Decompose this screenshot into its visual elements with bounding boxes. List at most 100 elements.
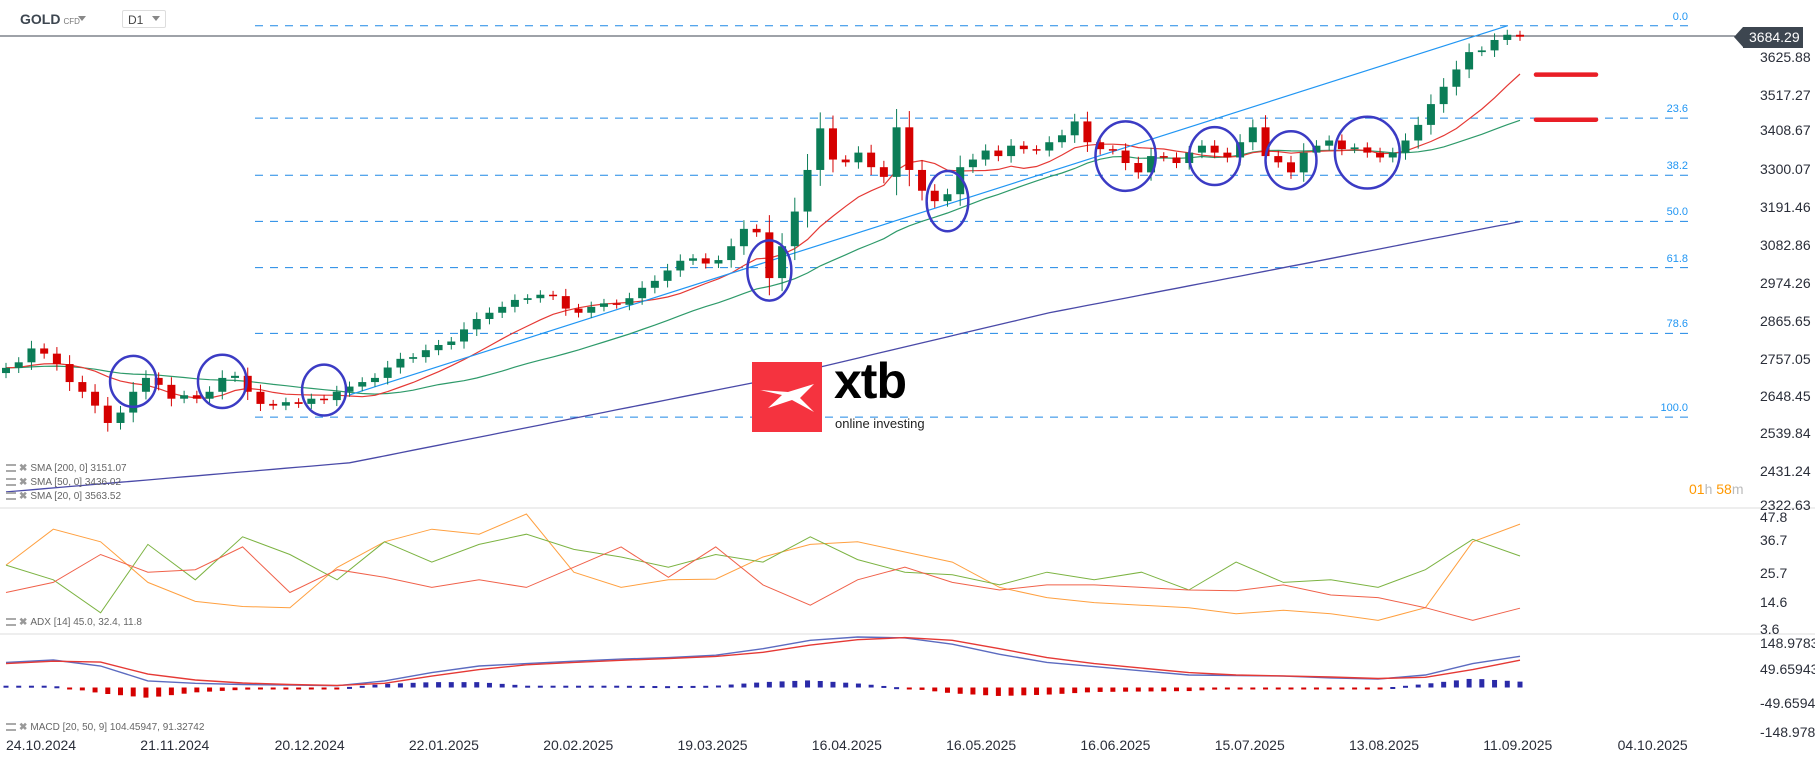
candle-body	[358, 382, 367, 387]
highlight-circle	[1094, 120, 1157, 193]
settings-icon[interactable]	[6, 492, 16, 500]
candle-body	[587, 306, 596, 313]
macd-histogram-bar	[1224, 687, 1230, 690]
candle-body	[1299, 152, 1308, 173]
candle-body	[892, 127, 901, 177]
macd-histogram-bar	[359, 685, 365, 688]
macd-histogram-bar	[1097, 687, 1103, 692]
candle-body	[1070, 121, 1079, 136]
macd-axis-label: 148.9783	[1760, 635, 1815, 651]
close-icon[interactable]: ✖	[19, 491, 28, 502]
macd-histogram-bar	[474, 682, 480, 688]
macd-histogram-bar	[944, 687, 950, 693]
macd-axis-label: -148.978	[1760, 724, 1815, 740]
price-axis-label: 3517.27	[1760, 87, 1811, 103]
legend-text: SMA [200, 0] 3151.07	[30, 463, 127, 474]
date-axis-label: 04.10.2025	[1617, 737, 1688, 753]
settings-icon[interactable]	[6, 464, 16, 472]
candle-body	[574, 308, 583, 313]
candle-body	[1376, 152, 1385, 158]
date-axis-label: 20.12.2024	[274, 737, 345, 753]
macd-histogram-bar	[805, 680, 811, 688]
candle-body	[320, 398, 329, 401]
candle-body	[994, 150, 1003, 157]
macd-histogram-bar	[245, 687, 251, 690]
macd-histogram-bar	[448, 682, 454, 688]
settings-icon[interactable]	[6, 478, 16, 486]
macd-histogram-bar	[156, 687, 162, 697]
macd-histogram-bar	[181, 687, 187, 694]
legend-sma200[interactable]: ✖ SMA [200, 0] 3151.07	[6, 463, 127, 474]
candle-body	[816, 128, 825, 170]
candle-body	[739, 228, 748, 247]
timer-hours-unit: h	[1704, 481, 1713, 497]
macd-histogram-bar	[385, 683, 391, 688]
candle-body	[510, 299, 519, 307]
fib-level-label: 38.2	[1666, 160, 1688, 173]
close-icon[interactable]: ✖	[19, 722, 28, 733]
macd-histogram-bar	[1352, 687, 1358, 690]
settings-icon[interactable]	[6, 723, 16, 731]
highlight-circle	[1187, 125, 1242, 187]
sma50-line	[5, 119, 1521, 395]
fib-level-label: 0.0	[1672, 10, 1688, 23]
macd-histogram-bar	[1339, 687, 1345, 690]
close-icon[interactable]: ✖	[19, 463, 28, 474]
candle-body	[65, 364, 74, 383]
macd-histogram-bar	[16, 685, 22, 688]
candle-body	[498, 306, 507, 313]
macd-histogram-bar	[665, 686, 671, 689]
macd-histogram-bar	[995, 687, 1001, 696]
symbol-name: GOLD	[20, 11, 61, 27]
candle-body	[2, 367, 10, 374]
settings-icon[interactable]	[6, 618, 16, 626]
macd-histogram-bar	[576, 685, 582, 688]
price-axis-label: 3625.88	[1760, 49, 1811, 65]
macd-histogram-bar	[105, 687, 111, 695]
price-axis-label: 3300.07	[1760, 161, 1811, 177]
macd-histogram-bar	[1390, 687, 1396, 690]
timeframe-select[interactable]: D1	[122, 10, 166, 28]
symbol-dropdown-icon[interactable]	[78, 16, 86, 21]
legend-sma50[interactable]: ✖ SMA [50, 0] 3436.02	[6, 477, 121, 488]
date-axis-label: 11.09.2025	[1483, 737, 1553, 753]
candle-body	[205, 391, 214, 399]
macd-line	[5, 636, 1521, 687]
macd-histogram-bar	[512, 684, 518, 688]
close-icon[interactable]: ✖	[19, 477, 28, 488]
candle-body	[1223, 152, 1232, 158]
highlight-circle	[1264, 130, 1318, 191]
candle-body	[485, 312, 494, 319]
legend-adx[interactable]: ✖ ADX [14] 45.0, 32.4, 11.8	[6, 617, 142, 628]
price-axis-label: 3191.46	[1760, 199, 1811, 215]
macd-histogram-bar	[28, 685, 34, 688]
candle-body	[778, 246, 787, 279]
candle-body	[129, 391, 138, 413]
macd-histogram-bar	[1453, 680, 1459, 688]
macd-histogram-bar	[525, 685, 531, 688]
symbol-selector[interactable]: GOLD CFD	[20, 11, 80, 27]
legend-macd[interactable]: ✖ MACD [20, 50, 9] 104.45947, 91.32742	[6, 722, 204, 733]
close-icon[interactable]: ✖	[19, 617, 28, 628]
candle-body	[1477, 50, 1486, 53]
candle-body	[409, 357, 418, 359]
candle-body	[1388, 152, 1397, 158]
macd-histogram-bar	[1135, 687, 1141, 692]
candle-body	[40, 348, 49, 354]
candle-body	[192, 395, 201, 399]
macd-histogram-bar	[283, 687, 289, 690]
macd-histogram-bar	[232, 687, 238, 691]
candle-body	[981, 150, 990, 160]
candle-body	[663, 270, 672, 281]
candle-body	[727, 246, 736, 261]
macd-histogram-bar	[855, 683, 861, 688]
highlight-circle	[925, 169, 970, 233]
macd-histogram-bar	[1199, 687, 1205, 691]
macd-histogram-bar	[1415, 684, 1421, 688]
macd-histogram-bar	[372, 684, 378, 688]
candle-body	[1248, 127, 1257, 143]
candle-body	[879, 167, 888, 177]
legend-sma20[interactable]: ✖ SMA [20, 0] 3563.52	[6, 491, 121, 502]
candle-body	[460, 329, 469, 342]
